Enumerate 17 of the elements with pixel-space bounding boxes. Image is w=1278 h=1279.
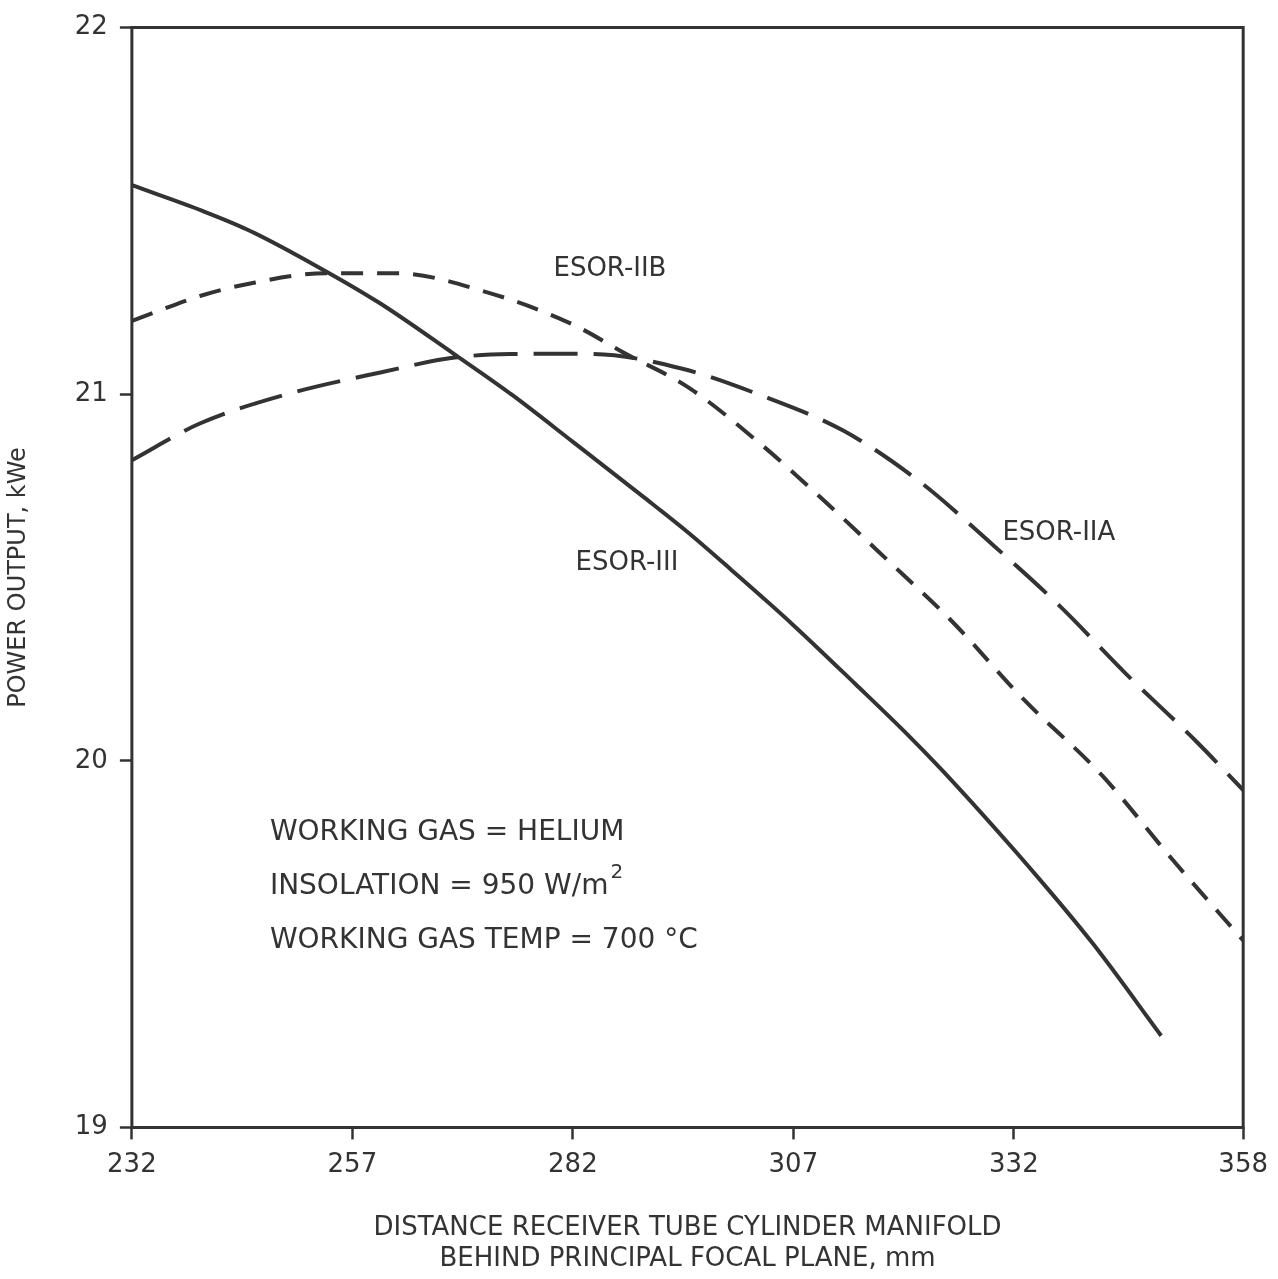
y-tick-label: 22 xyxy=(74,10,108,41)
x-axis-title: DISTANCE RECEIVER TUBE CYLINDER MANIFOLD BEHIND PRINCIPAL FOCAL PLANE, mm xyxy=(373,1210,1002,1273)
y-tick-label: 21 xyxy=(74,376,108,407)
x-tick-label: 358 xyxy=(1218,1147,1269,1178)
series-label: ESOR-III xyxy=(575,545,679,576)
x-tick-label: 282 xyxy=(548,1147,598,1178)
y-axis-title: POWER OUTPUT, kWe xyxy=(2,447,31,708)
series-label: ESOR-IIA xyxy=(1002,516,1116,547)
annotation: WORKING GAS = HELIUM xyxy=(269,813,625,847)
x-tick-label: 257 xyxy=(327,1147,378,1178)
x-tick-label: 232 xyxy=(107,1147,157,1178)
y-tick-label: 19 xyxy=(74,1110,108,1141)
x-tick-label: 332 xyxy=(989,1147,1039,1178)
series-label: ESOR-IIB xyxy=(553,252,667,283)
y-tick-label: 20 xyxy=(74,743,108,774)
x-tick-label: 307 xyxy=(768,1147,819,1178)
annotation: WORKING GAS TEMP = 700 °C xyxy=(269,921,698,955)
